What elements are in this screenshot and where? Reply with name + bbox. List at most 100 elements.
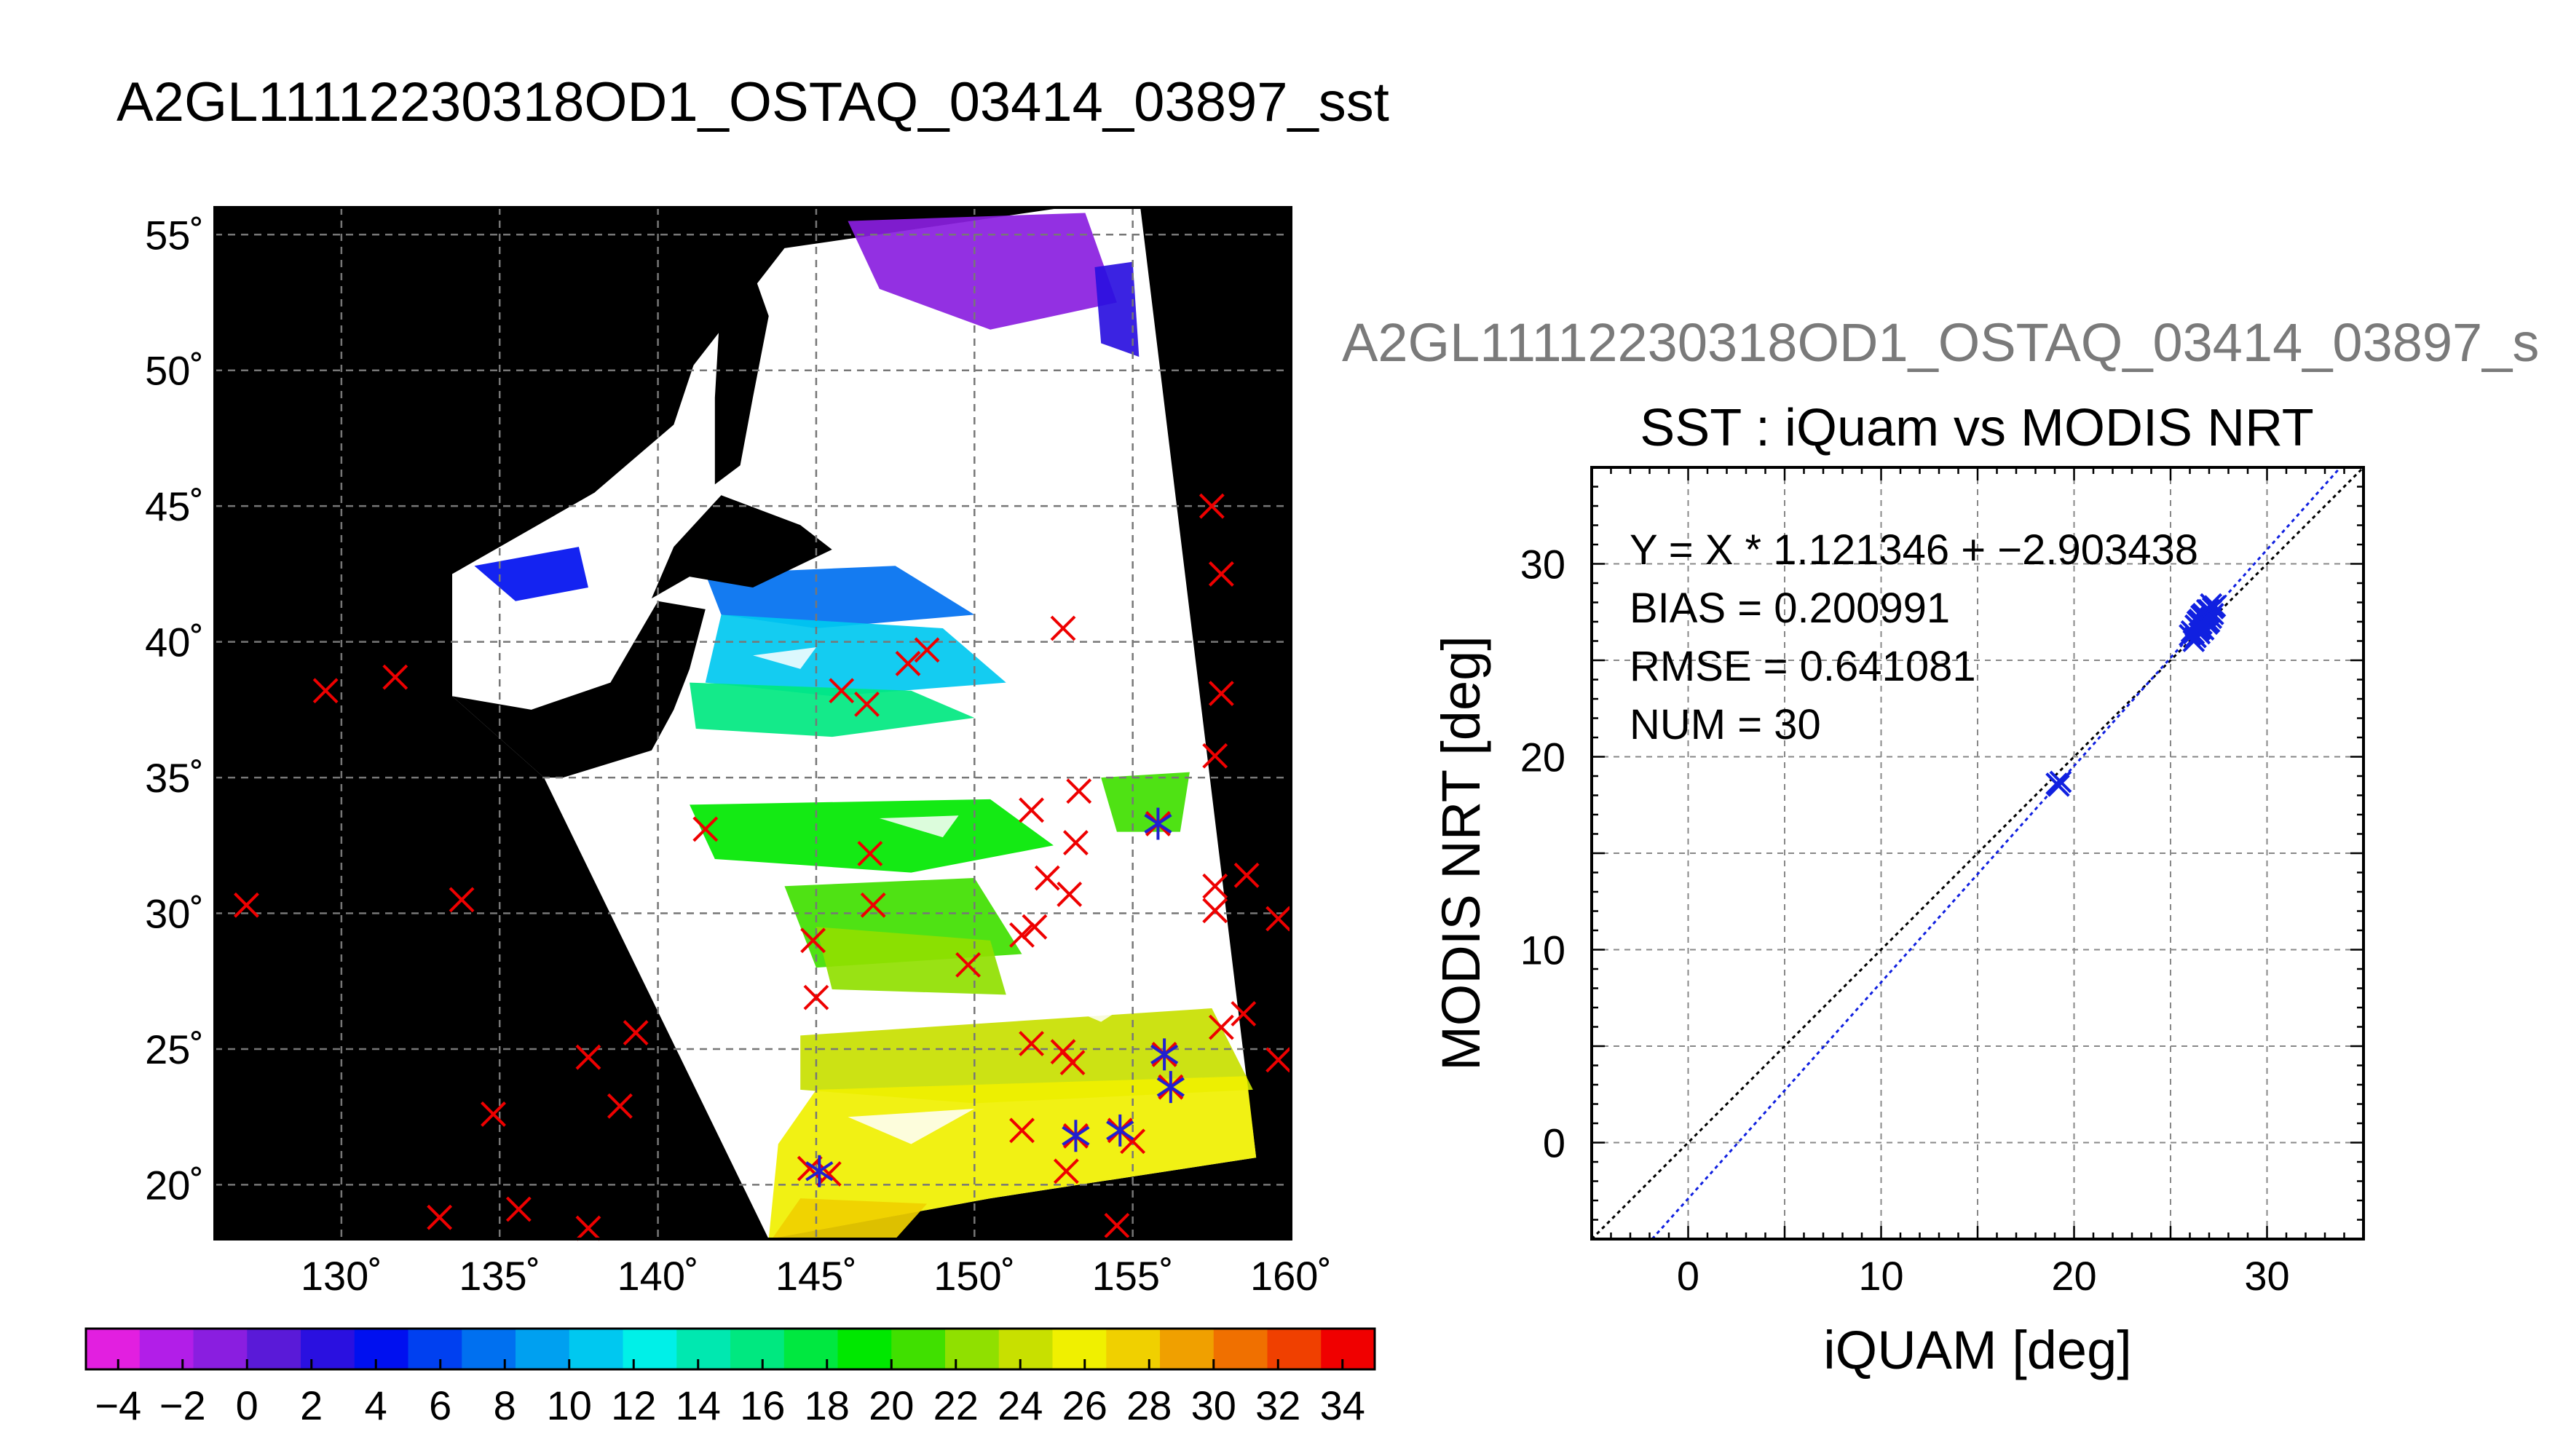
sst-patch-12	[772, 1198, 928, 1239]
sst-colorbar: −4 −2 0 2 4 6 8 10 12 14 16 18 20 22 24 26 28 30 32 34	[84, 1327, 1376, 1428]
in-situ-point-29	[955, 951, 982, 978]
scatter-gridlines	[1590, 466, 2365, 1241]
map-lat-tick-3: 40˚	[145, 620, 204, 665]
scatter-y-tick-1: 10	[1520, 927, 1565, 973]
map-lat-tick-1: 50˚	[145, 348, 204, 394]
sst-patch-9	[816, 927, 1006, 995]
in-situ-point-36	[1059, 1050, 1086, 1076]
scatter-x-tick-1: 10	[1858, 1253, 1903, 1299]
colorbar-tick-12: 20	[869, 1382, 914, 1428]
colorbar-segment-7	[462, 1329, 516, 1369]
cloud-3	[1038, 981, 1165, 1022]
map-lat-tick-4: 35˚	[145, 755, 204, 801]
in-situ-point-18	[1233, 862, 1260, 888]
regression-line	[1651, 467, 2342, 1240]
cloud-0	[879, 815, 959, 838]
colorbar-segment-20	[1160, 1329, 1215, 1369]
matched-point-1	[1150, 1038, 1179, 1071]
in-situ-point-51	[505, 1196, 532, 1222]
scatter-stat-2: RMSE = 0.641081	[1630, 643, 1976, 690]
colorbar-segment-23	[1321, 1329, 1375, 1369]
in-situ-point-31	[1231, 1001, 1257, 1026]
scatter-y-axis-label: MODIS NRT [deg]	[1431, 636, 1491, 1071]
colorbar-segment-15	[891, 1329, 946, 1369]
matched-point-2	[1156, 1071, 1185, 1104]
map-lat-tick-labels: 55˚ 50˚ 45˚ 40˚ 35˚ 30˚ 25˚ 20˚	[145, 212, 204, 1208]
in-situ-point-22	[860, 892, 886, 918]
scatter-point-28	[2188, 618, 2211, 641]
colorbar-segment-9	[569, 1329, 623, 1369]
in-situ-point-5	[312, 678, 339, 704]
in-situ-point-17	[1034, 865, 1060, 891]
scatter-y-tick-0: 0	[1543, 1120, 1565, 1166]
map-lat-tick-2: 45˚	[145, 483, 204, 529]
map-gridlines	[215, 207, 1291, 1239]
sst-patch-0	[848, 213, 1117, 330]
in-situ-point-3	[914, 637, 940, 663]
scatter-panel: SST : iQuam vs MODIS NRT 0 10 20 30 0 10 20 30…	[1431, 399, 2365, 1380]
map-lon-tick-0: 130˚	[301, 1253, 382, 1299]
scatter-y-tick-3: 30	[1520, 542, 1565, 587]
colorbar-tick-16: 28	[1126, 1382, 1172, 1428]
colorbar-segment-4	[301, 1329, 355, 1369]
land-0	[452, 601, 706, 778]
colorbar-segment-18	[1052, 1329, 1107, 1369]
map-swath	[452, 197, 1257, 1239]
land-3	[452, 207, 785, 574]
colorbar-tick-19: 34	[1320, 1382, 1365, 1428]
scatter-y-tick-2: 20	[1520, 735, 1565, 780]
scatter-x-tick-3: 30	[2244, 1253, 2289, 1299]
in-situ-point-0	[1198, 493, 1225, 519]
colorbar-tick-4: 4	[365, 1382, 387, 1428]
matched-point-3	[1062, 1120, 1090, 1152]
in-situ-point-11	[1066, 778, 1092, 804]
in-situ-point-38	[575, 1044, 601, 1070]
map-lon-tick-3: 145˚	[775, 1253, 857, 1299]
sst-patch-3	[705, 566, 975, 628]
scatter-header: A2GL11112230318OD1_OSTAQ_03414_03897_s	[1342, 312, 2539, 373]
map-lon-tick-1: 135˚	[459, 1253, 540, 1299]
map-lon-tick-labels: 130˚ 135˚ 140˚ 145˚ 150˚ 155˚ 160˚	[301, 1253, 1332, 1299]
colorbar-segment-1	[139, 1329, 194, 1369]
in-situ-point-16	[1062, 830, 1089, 855]
in-situ-point-12	[1019, 797, 1044, 823]
colorbar-segment-16	[945, 1329, 1000, 1369]
colorbar-tick-7: 10	[547, 1382, 592, 1428]
map-lat-tick-5: 30˚	[145, 891, 204, 937]
colorbar-segment-0	[86, 1329, 141, 1369]
scatter-stat-0: Y = X * 1.121346 + −2.903438	[1630, 526, 2198, 574]
scatter-stats: Y = X * 1.121346 + −2.903438 BIAS = 0.200…	[1630, 526, 2198, 748]
in-situ-point-9	[1208, 681, 1234, 706]
scatter-points	[2045, 593, 2227, 797]
in-situ-point-47	[1053, 1158, 1079, 1184]
colorbar-tick-18: 32	[1255, 1382, 1300, 1428]
colorbar-tick-17: 30	[1191, 1382, 1236, 1428]
in-situ-point-19	[1202, 873, 1228, 899]
scatter-title: SST : iQuam vs MODIS NRT	[1640, 399, 2314, 457]
in-situ-point-24	[1202, 898, 1228, 924]
land-2	[714, 253, 769, 485]
colorbar-segment-10	[623, 1329, 677, 1369]
colorbar-tick-11: 18	[805, 1382, 850, 1428]
map-lon-tick-2: 140˚	[617, 1253, 699, 1299]
in-situ-point-20	[234, 892, 259, 918]
colorbar-tick-5: 6	[429, 1382, 451, 1428]
in-situ-point-34	[1019, 1031, 1044, 1056]
in-situ-point-26	[1022, 914, 1048, 940]
colorbar-tick-10: 16	[740, 1382, 785, 1428]
main-title: A2GL11112230318OD1_OSTAQ_03414_03897_sst	[117, 71, 1389, 133]
in-situ-point-50	[427, 1204, 453, 1230]
colorbar-segment-3	[247, 1329, 301, 1369]
map-lat-tick-0: 55˚	[145, 212, 204, 258]
in-situ-point-39	[1265, 1047, 1292, 1073]
cloud-4	[848, 1109, 975, 1144]
scatter-stat-1: BIAS = 0.200991	[1630, 585, 1950, 632]
scatter-point-29	[2200, 593, 2223, 616]
scatter-point-26	[2197, 598, 2221, 622]
colorbar-segment-6	[408, 1329, 462, 1369]
colorbar-tick-2: 0	[236, 1382, 258, 1428]
in-situ-point-33	[623, 1020, 649, 1046]
scatter-frame	[1590, 466, 2365, 1241]
in-situ-point-32	[1208, 1014, 1234, 1040]
colorbar-segment-13	[783, 1329, 838, 1369]
